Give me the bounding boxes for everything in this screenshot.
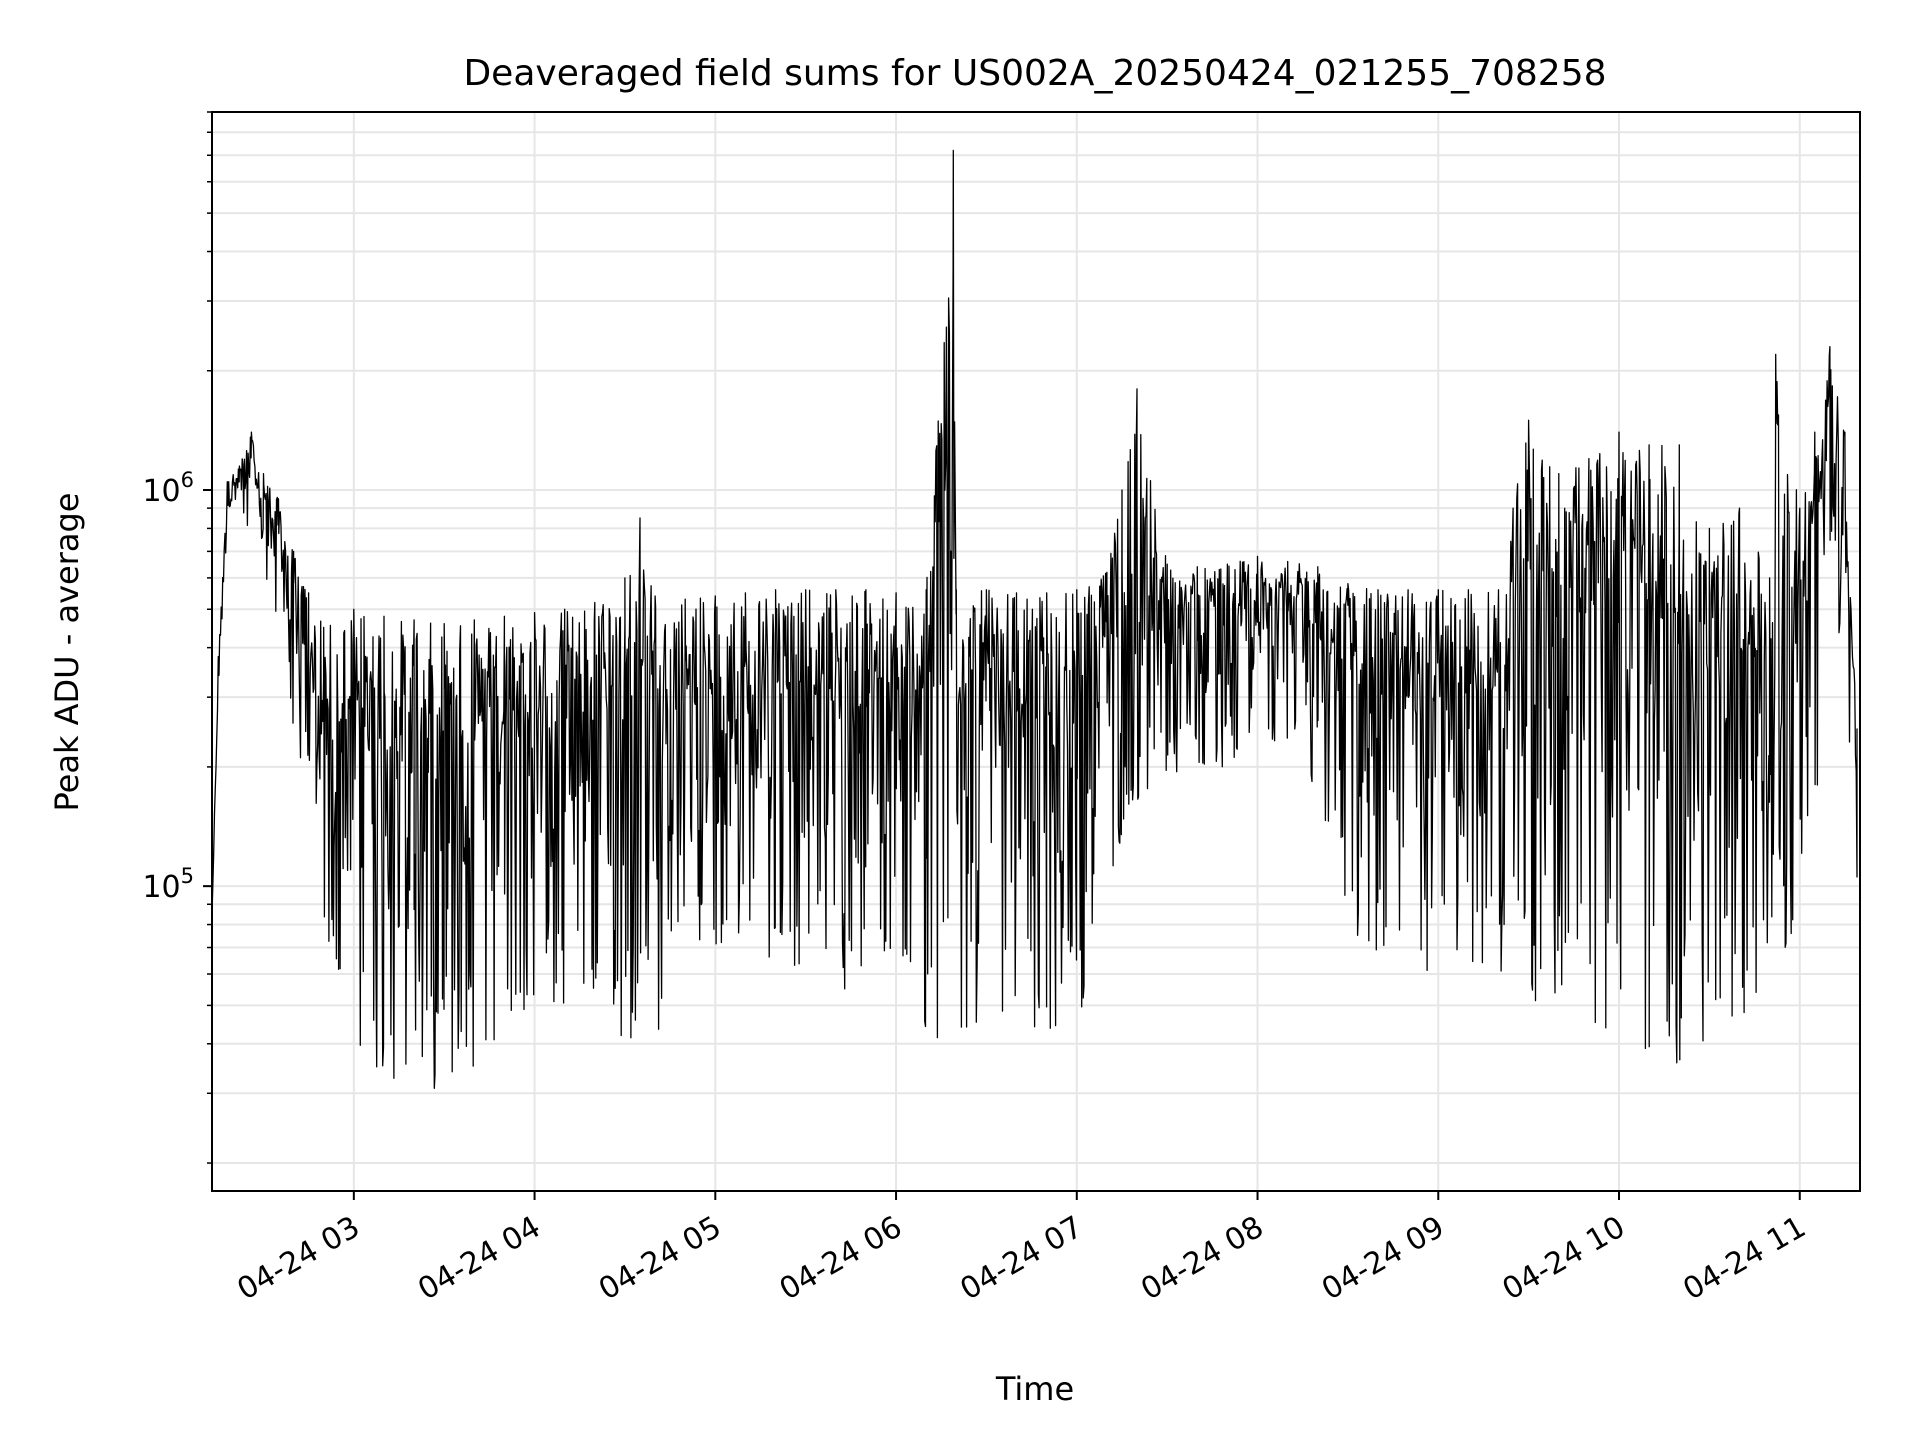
y-tick-label: 105 xyxy=(142,864,194,905)
chart-title: Deaveraged field sums for US002A_2025042… xyxy=(463,53,1606,94)
y-axis-label: Peak ADU - average xyxy=(48,493,86,812)
plot-frame xyxy=(211,111,1861,1192)
data-layer xyxy=(211,149,1858,1089)
y-tick-label: 106 xyxy=(142,468,194,509)
x-axis-label: Time xyxy=(995,1370,1074,1408)
series-line xyxy=(211,149,1858,1089)
